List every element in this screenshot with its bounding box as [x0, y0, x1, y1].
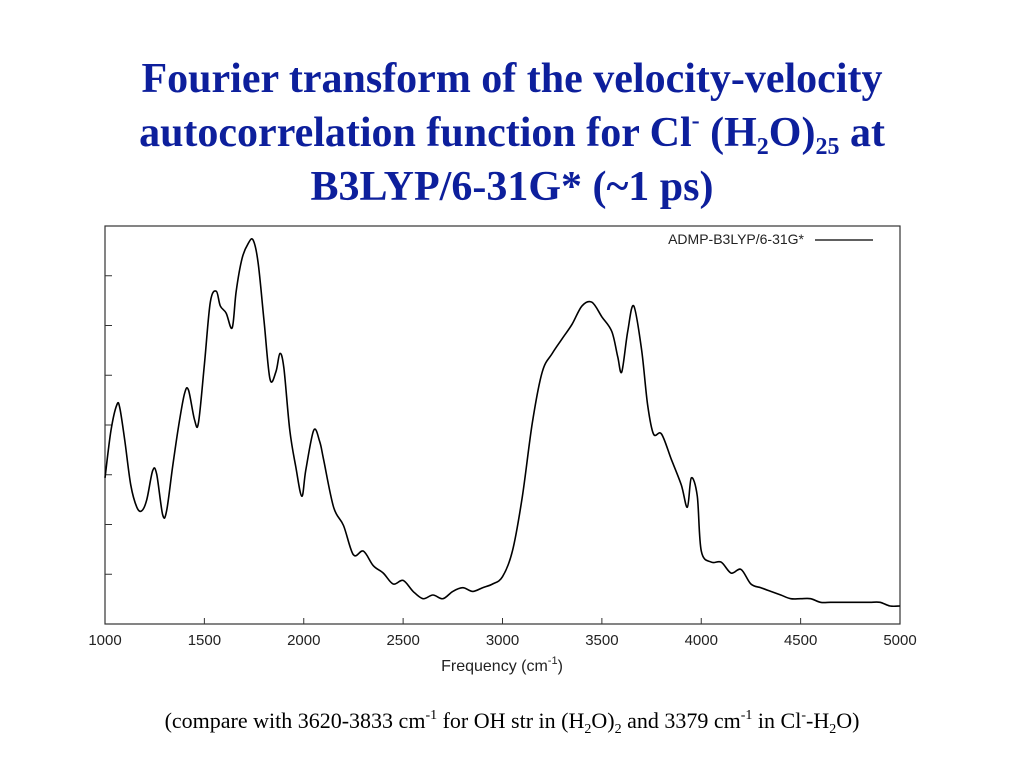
caption-s3: - [801, 708, 806, 723]
x-axis-label: Frequency (cm-1) [441, 655, 563, 675]
caption-t7: O) [836, 708, 860, 733]
x-axis-label-end: ) [558, 658, 563, 675]
title-line-2: autocorrelation function for Cl- (H2O)25… [0, 106, 1024, 160]
caption-t6: -H [806, 708, 830, 733]
legend-label: ADMP-B3LYP/6-31G* [668, 231, 804, 247]
x-tick-label: 5000 [883, 632, 916, 649]
x-tick-label: 3500 [585, 632, 618, 649]
caption-t2: for OH str in (H [437, 708, 585, 733]
caption-b3: 2 [829, 722, 837, 737]
caption-t3: O) [591, 708, 615, 733]
x-tick-label: 1000 [88, 632, 121, 649]
x-tick-label: 3000 [486, 632, 519, 649]
x-axis-label-text: Frequency (cm [441, 658, 548, 675]
caption: (compare with 3620-3833 cm-1 for OH str … [0, 706, 1024, 737]
title-line-2-sup: - [691, 108, 700, 134]
title-line-3: B3LYP/6-31G* (~1 ps) [310, 164, 714, 210]
title-line-2-suffix: at [839, 110, 885, 156]
caption-b1: 2 [584, 722, 592, 737]
page-title: Fourier transform of the velocity-veloci… [0, 52, 1024, 214]
caption-s2: -1 [740, 708, 753, 723]
x-tick-label: 1500 [188, 632, 221, 649]
x-ticks: 1000 1500 2000 2500 3000 3500 4000 4500 5000 [88, 618, 917, 649]
title-line-2-prefix: autocorrelation function for Cl [139, 110, 692, 156]
caption-t4: and 3379 cm [621, 708, 741, 733]
plot-frame [104, 225, 901, 625]
spectrum-chart: 1000 1500 2000 2500 3000 3500 4000 4500 5000 ADM… [88, 225, 917, 675]
title-line-2-mid: (H [699, 110, 757, 156]
title-line-1: Fourier transform of the velocity-veloci… [141, 56, 883, 102]
caption-s1: -1 [425, 708, 438, 723]
y-ticks [105, 225, 112, 575]
x-tick-label: 4500 [784, 632, 817, 649]
caption-t5: in Cl [752, 708, 802, 733]
series-line-admp [104, 238, 901, 608]
x-tick-label: 4000 [685, 632, 718, 649]
caption-b2: 2 [614, 722, 622, 737]
title-line-2-sub-1: 2 [756, 134, 769, 160]
title-line-2-sub-2: 25 [815, 134, 840, 160]
x-tick-label: 2000 [287, 632, 320, 649]
caption-t1: (compare with 3620-3833 cm [164, 708, 426, 733]
x-axis-label-sup: -1 [548, 655, 558, 667]
title-line-2-mid-2: O) [768, 110, 816, 156]
x-tick-label: 2500 [386, 632, 419, 649]
